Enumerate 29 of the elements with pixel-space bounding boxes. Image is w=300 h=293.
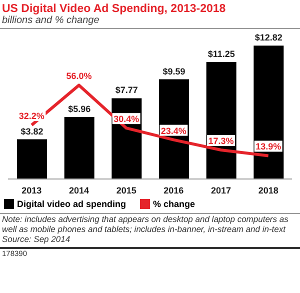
- x-tick-label: 2016: [164, 185, 184, 196]
- data-label: 30.4%: [114, 114, 140, 124]
- data-label: $7.77: [115, 85, 138, 96]
- x-tick-label: 2013: [22, 185, 42, 196]
- bar: [159, 79, 189, 179]
- legend-label: % change: [152, 199, 196, 209]
- data-label: $5.96: [68, 104, 91, 114]
- data-label: 56.0%: [66, 71, 92, 82]
- data-label: 23.4%: [160, 126, 186, 136]
- data-label: $11.25: [208, 48, 235, 59]
- bar: [254, 46, 284, 179]
- text: Note: includes advertising that appears on desktop and laptop computers as well as mobile phones and tablets; includes in-banner, in-stream and in-text: [2, 214, 290, 234]
- chart-subtitle: billions and % change: [0, 15, 300, 29]
- x-tick-label: 2014: [68, 185, 90, 196]
- data-label: $3.82: [20, 126, 44, 136]
- data-label: 32.2%: [18, 111, 44, 122]
- legend-label: Digital video ad spending: [16, 199, 126, 209]
- x-tick-label: 2017: [210, 185, 232, 196]
- data-label: $12.82: [254, 32, 282, 43]
- data-label: $9.59: [162, 66, 186, 76]
- x-tick-label: 2015: [116, 185, 136, 196]
- bar: [17, 139, 47, 179]
- data-label: 13.9%: [256, 142, 282, 152]
- chart-title: US Digital Video Ad Spending, 2013-2018: [1, 2, 227, 15]
- data-label: 17.3%: [208, 136, 234, 146]
- x-tick-label: 2018: [258, 185, 278, 196]
- bar: [206, 62, 236, 179]
- bar: [64, 117, 94, 179]
- source-note: Source: Sep 2014: [2, 234, 72, 244]
